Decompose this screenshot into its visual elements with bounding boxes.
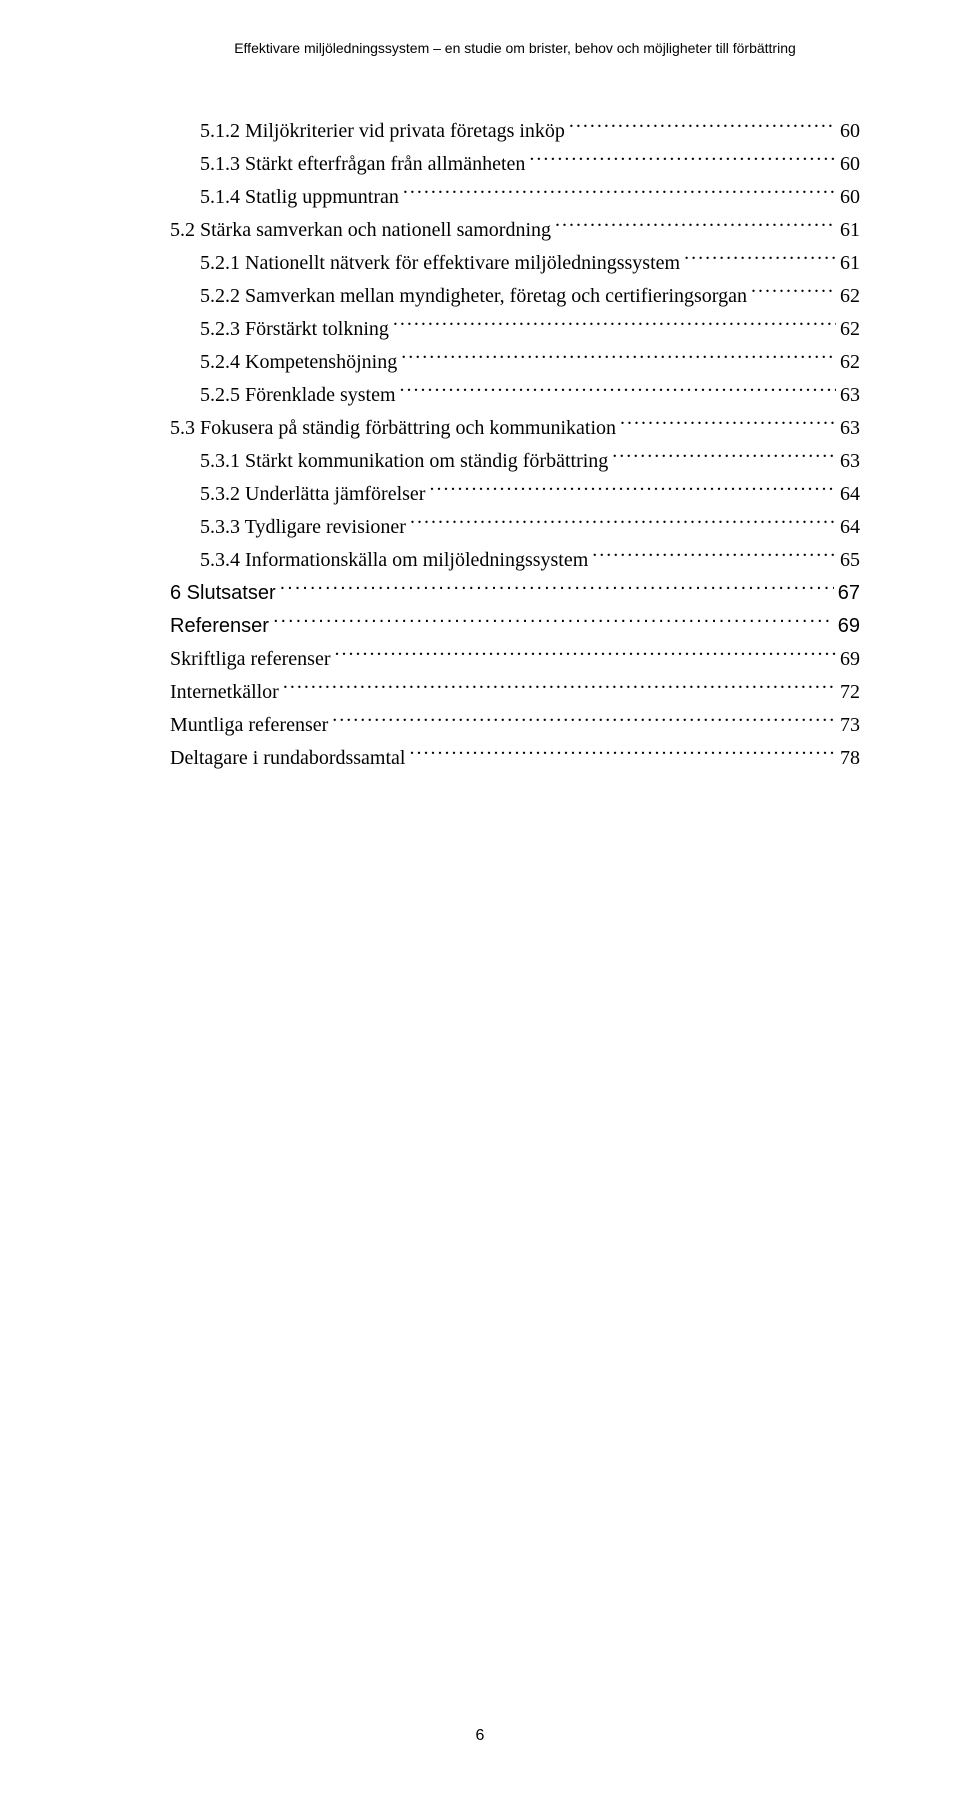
toc-leader [400, 381, 836, 401]
toc-page: 72 [840, 677, 860, 708]
toc-leader [334, 645, 836, 665]
toc-row: 5.2.5 Förenklade system 63 [170, 380, 860, 411]
toc-row: Referenser 69 [170, 611, 860, 642]
toc-leader [592, 546, 836, 566]
toc-page: 63 [840, 413, 860, 444]
toc-leader [410, 513, 836, 533]
toc-leader [401, 348, 836, 368]
toc-leader [429, 480, 836, 500]
toc-leader [569, 117, 836, 137]
toc-row: 5.2.4 Kompetenshöjning 62 [170, 347, 860, 378]
toc-leader [280, 579, 834, 599]
toc-page: 60 [840, 149, 860, 180]
toc-leader [403, 183, 836, 203]
toc-page: 65 [840, 545, 860, 576]
toc-row: Skriftliga referenser 69 [170, 644, 860, 675]
toc-label: 5.2.5 Förenklade system [200, 380, 396, 411]
toc-leader [283, 678, 836, 698]
toc-page: 69 [840, 644, 860, 675]
toc-page: 61 [840, 248, 860, 279]
toc-row: 5.2 Stärka samverkan och nationell samor… [170, 215, 860, 246]
toc-label: 5.3.1 Stärkt kommunikation om ständig fö… [200, 446, 608, 477]
toc-row: 5.1.4 Statlig uppmuntran 60 [170, 182, 860, 213]
toc-row: Muntliga referenser 73 [170, 710, 860, 741]
toc-label: 5.2.3 Förstärkt tolkning [200, 314, 389, 345]
toc-label: Referenser [170, 611, 269, 642]
toc-page: 63 [840, 446, 860, 477]
toc-label: 6 Slutsatser [170, 578, 276, 609]
toc-leader [409, 744, 836, 764]
toc-label: 5.2.2 Samverkan mellan myndigheter, före… [200, 281, 747, 312]
table-of-contents: 5.1.2 Miljökriterier vid privata företag… [170, 116, 860, 774]
toc-leader [612, 447, 836, 467]
toc-label: 5.2.1 Nationellt nätverk för effektivare… [200, 248, 680, 279]
toc-label: 5.2 Stärka samverkan och nationell samor… [170, 215, 551, 246]
toc-leader [332, 711, 836, 731]
document-page: Effektivare miljöledningssystem – en stu… [0, 0, 960, 774]
toc-row: 5.3.3 Tydligare revisioner 64 [170, 512, 860, 543]
toc-page: 67 [838, 578, 860, 609]
toc-page: 69 [838, 611, 860, 642]
toc-label: Internetkällor [170, 677, 279, 708]
toc-leader [393, 315, 836, 335]
toc-page: 64 [840, 479, 860, 510]
toc-leader [529, 150, 836, 170]
toc-leader [555, 216, 836, 236]
toc-label: Muntliga referenser [170, 710, 328, 741]
toc-row: 5.3.2 Underlätta jämförelser 64 [170, 479, 860, 510]
toc-label: 5.2.4 Kompetenshöjning [200, 347, 397, 378]
toc-label: 5.1.2 Miljökriterier vid privata företag… [200, 116, 565, 147]
toc-row: Internetkällor 72 [170, 677, 860, 708]
toc-page: 63 [840, 380, 860, 411]
toc-page: 62 [840, 314, 860, 345]
toc-label: 5.3.2 Underlätta jämförelser [200, 479, 425, 510]
toc-label: Skriftliga referenser [170, 644, 330, 675]
toc-row: Deltagare i rundabordssamtal 78 [170, 743, 860, 774]
toc-row: 5.2.3 Förstärkt tolkning 62 [170, 314, 860, 345]
toc-leader [620, 414, 836, 434]
running-header: Effektivare miljöledningssystem – en stu… [170, 40, 860, 56]
toc-label: 5.1.4 Statlig uppmuntran [200, 182, 399, 213]
toc-row: 5.2.1 Nationellt nätverk för effektivare… [170, 248, 860, 279]
toc-row: 5.3.4 Informationskälla om miljölednings… [170, 545, 860, 576]
toc-label: 5.3 Fokusera på ständig förbättring och … [170, 413, 616, 444]
toc-row: 5.3 Fokusera på ständig förbättring och … [170, 413, 860, 444]
toc-row: 5.1.2 Miljökriterier vid privata företag… [170, 116, 860, 147]
toc-row: 5.2.2 Samverkan mellan myndigheter, före… [170, 281, 860, 312]
toc-label: 5.3.4 Informationskälla om miljölednings… [200, 545, 588, 576]
toc-page: 64 [840, 512, 860, 543]
toc-page: 73 [840, 710, 860, 741]
toc-page: 78 [840, 743, 860, 774]
toc-page: 60 [840, 116, 860, 147]
toc-label: Deltagare i rundabordssamtal [170, 743, 405, 774]
toc-page: 62 [840, 347, 860, 378]
toc-leader [273, 612, 834, 632]
toc-page: 61 [840, 215, 860, 246]
toc-row: 6 Slutsatser 67 [170, 578, 860, 609]
toc-label: 5.1.3 Stärkt efterfrågan från allmänhete… [200, 149, 525, 180]
toc-page: 62 [840, 281, 860, 312]
toc-row: 5.1.3 Stärkt efterfrågan från allmänhete… [170, 149, 860, 180]
toc-row: 5.3.1 Stärkt kommunikation om ständig fö… [170, 446, 860, 477]
page-number: 6 [0, 1727, 960, 1745]
toc-label: 5.3.3 Tydligare revisioner [200, 512, 406, 543]
toc-page: 60 [840, 182, 860, 213]
toc-leader [684, 249, 836, 269]
toc-leader [751, 282, 836, 302]
